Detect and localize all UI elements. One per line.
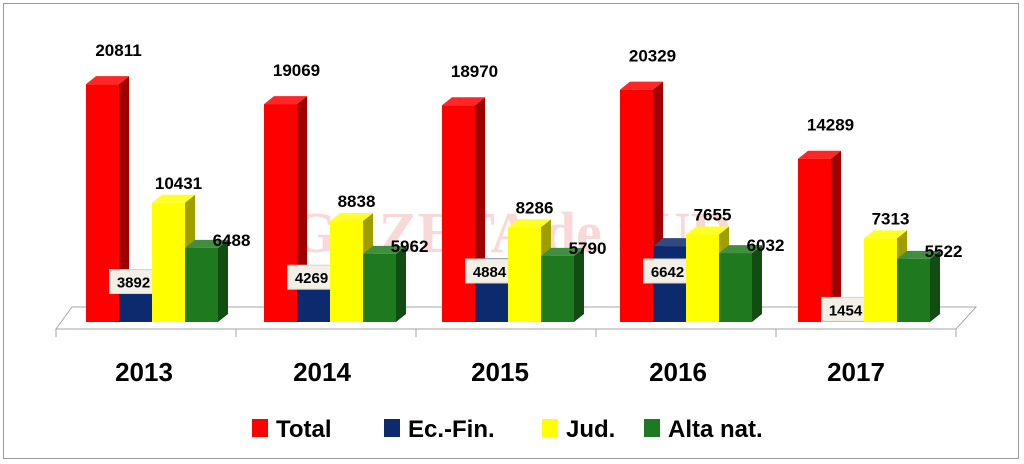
bar-2013-alta-nat--top [185, 239, 228, 248]
bar-2015-total [442, 105, 475, 322]
data-label-2013-alta-nat: 6488 [213, 231, 251, 250]
data-label-2013-total: 20811 [95, 41, 141, 60]
bar-2014-alta-nat--top [363, 245, 406, 254]
bar-2014-jud- [330, 220, 363, 322]
bar-2015-alta-nat--side [574, 247, 584, 322]
bar-2017-jud--top [864, 230, 907, 239]
bar-2013-jud- [152, 202, 185, 322]
bar-2015-alta-nat- [541, 255, 574, 322]
legend-label-ec-fin-: Ec.-Fin. [408, 416, 495, 443]
bar-2016-ec-fin- [653, 246, 686, 322]
bar-2013-alta-nat--side [218, 239, 228, 322]
data-label-2016-ec-fin: 6642 [651, 264, 684, 281]
bar-2017-jud- [864, 238, 897, 322]
data-label-2014-total: 19069 [273, 61, 320, 80]
data-label-2014-alta-nat: 5962 [391, 237, 429, 256]
data-label-2013-jud: 10431 [155, 174, 202, 193]
category-label-2013: 2013 [115, 357, 173, 387]
bar-2016-total [620, 89, 653, 322]
data-label-box-2016-ec-fin [643, 258, 692, 284]
bar-2017-alta-nat--top [897, 250, 940, 259]
bar-2014-total-top [264, 96, 307, 105]
data-label-2013-ec-fin: 3892 [117, 275, 150, 292]
data-label-2015-alta-nat: 5790 [569, 239, 607, 258]
data-label-box-2014-ec-fin [287, 264, 336, 290]
legend-swatch-alta-nat- [644, 419, 660, 437]
legend-swatch-total [252, 419, 268, 437]
legend-label-jud-: Jud. [566, 416, 615, 443]
legend-label-total: Total [276, 416, 332, 443]
bar-2017-total-side [831, 150, 841, 322]
legend-label-alta-nat-: Alta nat. [668, 416, 763, 443]
bar-2013-total-side [119, 76, 129, 322]
bar-2016-alta-nat- [719, 253, 752, 322]
bar-2017-alta-nat- [897, 258, 930, 322]
data-label-2016-total: 20329 [629, 47, 676, 66]
data-label-2017-total: 14289 [807, 116, 854, 135]
bar-2016-ec-fin--top [653, 238, 696, 247]
bar-2013-total-top [86, 76, 129, 85]
chart-canvas: GAZETA de SUD208113892104316488201319069… [55, 41, 978, 443]
data-label-box-2017-ec-fin [821, 296, 870, 322]
bar-2017-total-top [798, 150, 841, 159]
bar-2016-alta-nat--top [719, 245, 762, 254]
bar-2017-alta-nat--side [930, 250, 940, 322]
bar-2016-alta-nat--side [752, 245, 762, 322]
category-label-2014: 2014 [293, 357, 351, 387]
data-label-box-2015-ec-fin [465, 258, 514, 284]
data-label-2015-jud: 8286 [516, 198, 554, 217]
data-label-2017-alta-nat: 5522 [925, 242, 963, 261]
category-label-2017: 2017 [827, 357, 885, 387]
bar-2014-alta-nat- [363, 253, 396, 322]
data-label-2015-total: 18970 [451, 62, 498, 81]
data-label-2015-ec-fin: 4884 [473, 264, 507, 281]
bar-2017-total [798, 158, 831, 322]
bar-2015-jud--top [508, 219, 551, 228]
legend-swatch-jud- [542, 419, 558, 437]
bar-2014-jud--top [330, 212, 373, 221]
data-label-2017-ec-fin: 1454 [829, 302, 863, 319]
data-label-2017-jud: 7313 [872, 209, 910, 228]
data-label-2014-jud: 8838 [338, 192, 376, 211]
bar-2016-jud- [686, 234, 719, 322]
category-label-2016: 2016 [649, 357, 707, 387]
bar-2015-jud- [508, 227, 541, 322]
data-label-2016-jud: 7655 [694, 206, 732, 225]
bar-2016-jud--top [686, 226, 729, 235]
bar-2015-total-top [442, 97, 485, 106]
category-label-2015: 2015 [471, 357, 529, 387]
data-label-2014-ec-fin: 4269 [295, 270, 328, 287]
bar-2013-alta-nat- [185, 247, 218, 322]
data-label-2016-alta-nat: 6032 [747, 236, 785, 255]
bar-2015-alta-nat--top [541, 247, 584, 256]
legend-swatch-ec-fin- [384, 419, 400, 437]
bar-2013-jud--top [152, 194, 195, 203]
bar-2014-alta-nat--side [396, 245, 406, 322]
chart-frame: GAZETA de SUD 20811 3892 10431 6488 2013 19069… [3, 3, 1019, 459]
bar-2016-total-top [620, 81, 663, 90]
